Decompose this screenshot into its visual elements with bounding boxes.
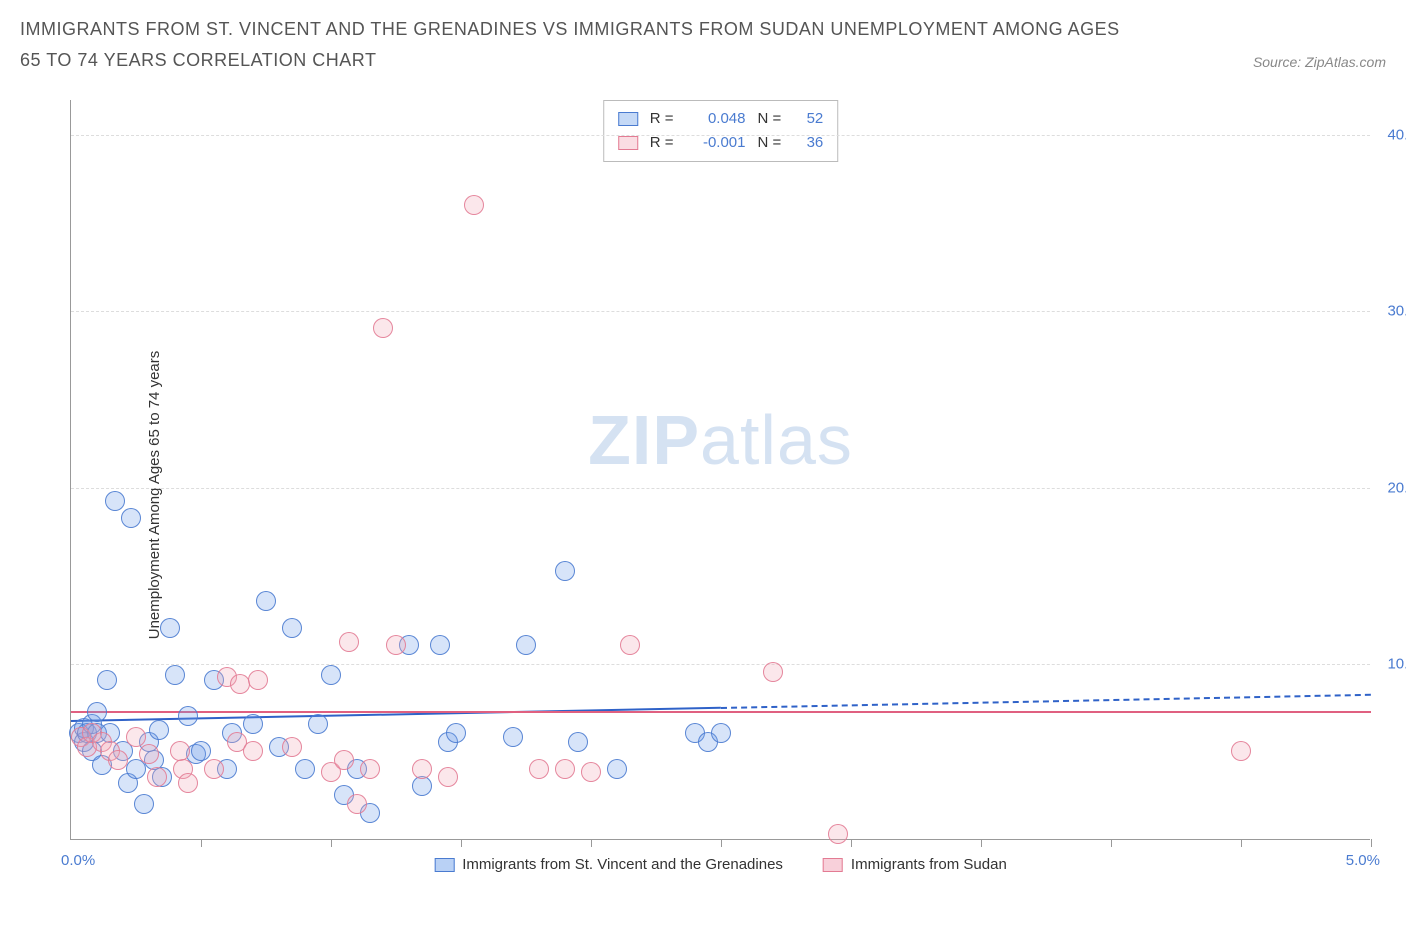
n-value: 52: [793, 107, 823, 131]
x-max-label: 5.0%: [1346, 852, 1380, 869]
legend-label: Immigrants from Sudan: [851, 856, 1007, 873]
data-point: [308, 714, 328, 734]
data-point: [191, 741, 211, 761]
data-point: [87, 702, 107, 722]
gridline: [71, 135, 1370, 136]
data-point: [149, 720, 169, 740]
data-point: [386, 635, 406, 655]
data-point: [568, 732, 588, 752]
x-tick: [981, 839, 982, 847]
x-tick: [1111, 839, 1112, 847]
x-tick: [1241, 839, 1242, 847]
data-point: [373, 318, 393, 338]
data-point: [230, 674, 250, 694]
data-point: [108, 750, 128, 770]
legend-swatch: [434, 858, 454, 872]
x-tick: [461, 839, 462, 847]
legend-swatch: [823, 858, 843, 872]
gridline: [71, 311, 1370, 312]
data-point: [282, 618, 302, 638]
data-point: [503, 727, 523, 747]
x-tick: [721, 839, 722, 847]
data-point: [105, 491, 125, 511]
chart-container: Unemployment Among Ages 65 to 74 years Z…: [20, 100, 1386, 890]
r-label: R =: [650, 107, 674, 131]
data-point: [243, 741, 263, 761]
data-point: [243, 714, 263, 734]
data-point: [160, 618, 180, 638]
y-tick-label: 20.0%: [1387, 479, 1406, 496]
data-point: [412, 776, 432, 796]
legend-stat-row: R = 0.048 N = 52: [618, 107, 824, 131]
data-point: [147, 767, 167, 787]
legend-label: Immigrants from St. Vincent and the Gren…: [462, 856, 783, 873]
data-point: [248, 670, 268, 690]
y-tick-label: 30.0%: [1387, 303, 1406, 320]
trend-line: [721, 694, 1371, 709]
data-point: [134, 794, 154, 814]
header: IMMIGRANTS FROM ST. VINCENT AND THE GREN…: [0, 0, 1406, 75]
data-point: [1231, 741, 1251, 761]
legend-swatch: [618, 112, 638, 126]
n-label: N =: [758, 107, 782, 131]
data-point: [529, 759, 549, 779]
data-point: [178, 706, 198, 726]
chart-title: IMMIGRANTS FROM ST. VINCENT AND THE GREN…: [20, 14, 1120, 75]
gridline: [71, 488, 1370, 489]
data-point: [121, 508, 141, 528]
data-point: [204, 759, 224, 779]
data-point: [581, 762, 601, 782]
x-tick: [331, 839, 332, 847]
data-point: [763, 662, 783, 682]
data-point: [828, 824, 848, 844]
data-point: [711, 723, 731, 743]
watermark: ZIPatlas: [588, 400, 853, 480]
data-point: [607, 759, 627, 779]
data-point: [165, 665, 185, 685]
data-point: [555, 759, 575, 779]
data-point: [256, 591, 276, 611]
data-point: [178, 773, 198, 793]
r-value: 0.048: [686, 107, 746, 131]
x-tick: [851, 839, 852, 847]
legend-item: Immigrants from Sudan: [823, 856, 1007, 873]
x-tick: [591, 839, 592, 847]
data-point: [126, 727, 146, 747]
y-tick-label: 40.0%: [1387, 127, 1406, 144]
data-point: [516, 635, 536, 655]
data-point: [360, 759, 380, 779]
legend-item: Immigrants from St. Vincent and the Gren…: [434, 856, 783, 873]
data-point: [620, 635, 640, 655]
x-tick: [201, 839, 202, 847]
legend-series: Immigrants from St. Vincent and the Gren…: [434, 856, 1007, 873]
data-point: [139, 744, 159, 764]
data-point: [334, 750, 354, 770]
data-point: [412, 759, 432, 779]
data-point: [321, 665, 341, 685]
data-point: [464, 195, 484, 215]
data-point: [295, 759, 315, 779]
gridline: [71, 664, 1370, 665]
legend-swatch: [618, 136, 638, 150]
data-point: [347, 794, 367, 814]
data-point: [339, 632, 359, 652]
source-label: Source: ZipAtlas.com: [1253, 54, 1386, 70]
plot-area: ZIPatlas R =0.048N =52R =-0.001N =36 0.0…: [70, 100, 1370, 840]
trend-line: [71, 711, 1371, 713]
data-point: [97, 670, 117, 690]
data-point: [430, 635, 450, 655]
data-point: [438, 767, 458, 787]
y-tick-label: 10.0%: [1387, 655, 1406, 672]
trend-line: [71, 707, 721, 722]
legend-stats: R =0.048N =52R =-0.001N =36: [603, 100, 839, 162]
data-point: [555, 561, 575, 581]
data-point: [446, 723, 466, 743]
x-min-label: 0.0%: [61, 852, 95, 869]
x-tick: [1371, 839, 1372, 847]
data-point: [282, 737, 302, 757]
